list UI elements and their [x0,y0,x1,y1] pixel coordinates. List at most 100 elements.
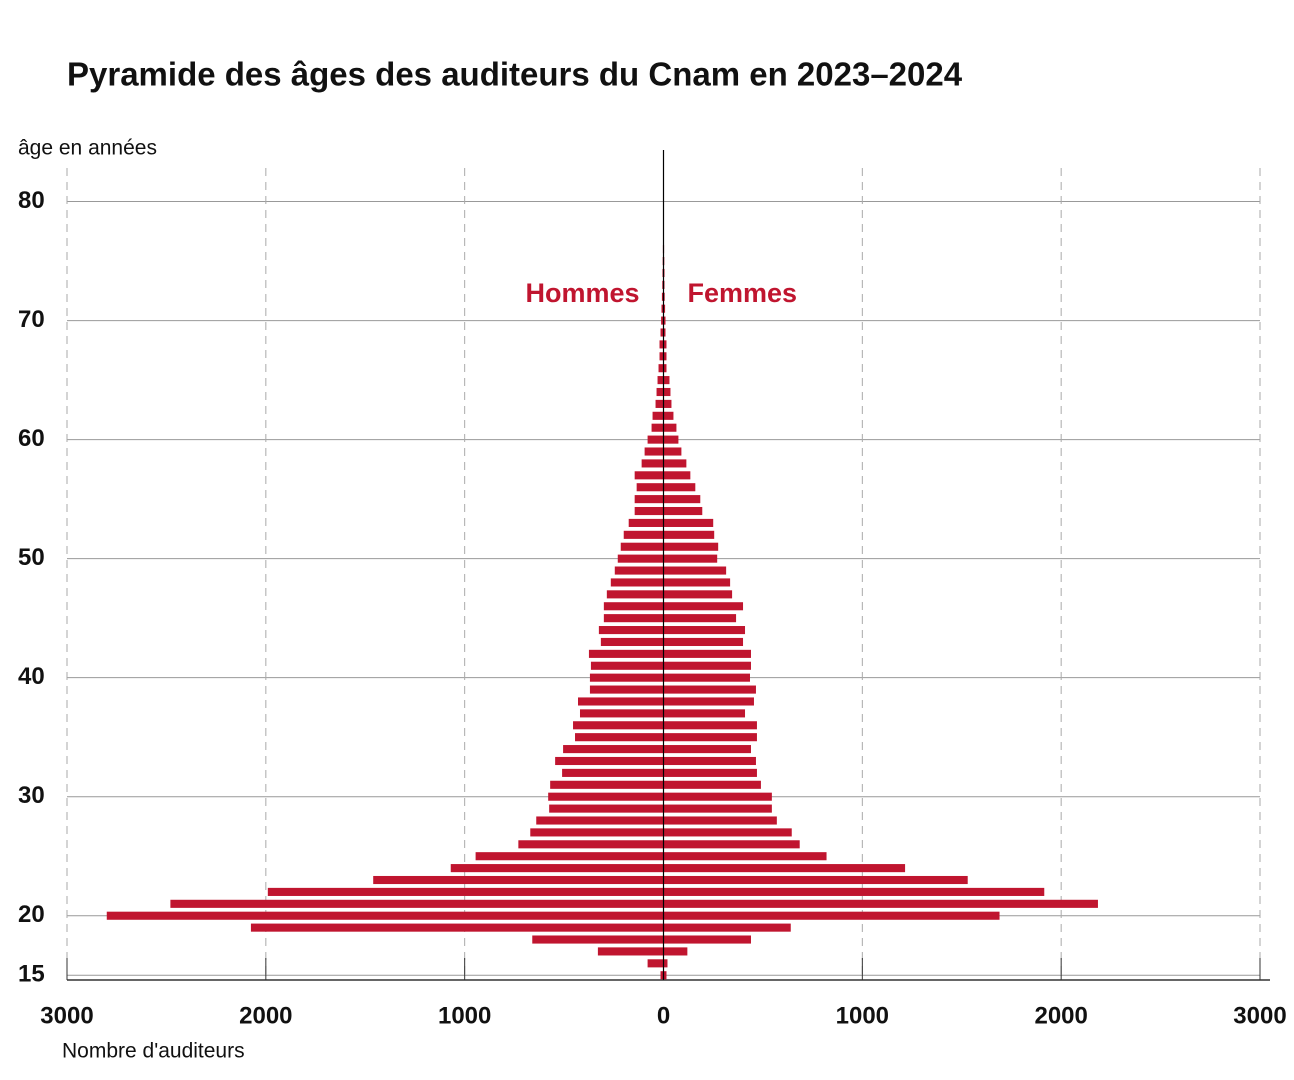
chart-title: Pyramide des âges des auditeurs du Cnam … [67,56,963,93]
bar [663,566,727,575]
bar [663,661,751,670]
bar [663,626,746,635]
bar [610,578,664,587]
bar [663,554,718,563]
bar [663,852,827,861]
bar [663,399,672,408]
bar [663,364,667,373]
bar [663,733,757,742]
bar [661,304,664,313]
bar [663,387,671,397]
bar [475,852,664,861]
y-tick-label: 50 [18,544,45,571]
bar [518,840,664,849]
y-tick-label: 80 [18,187,45,214]
bar [663,590,733,599]
bar [663,804,772,813]
bar [663,340,667,349]
x-axis-label: Nombre d'auditeurs [62,1040,245,1063]
bar [549,804,664,813]
bar [267,887,664,896]
bar [373,875,664,885]
bar [663,518,714,527]
bar [623,530,664,539]
bar [663,816,777,825]
bar [597,947,664,956]
bar [663,911,1000,920]
bar [250,923,664,932]
x-tick-label: 0 [657,1002,670,1029]
x-tick-label: 3000 [1233,1002,1286,1029]
bar [663,530,715,539]
bar [617,554,664,563]
bar [663,899,1098,908]
bar [663,709,746,718]
bar [575,733,664,742]
bar [536,816,664,825]
bar [661,292,664,301]
bar [663,352,667,361]
bar [663,864,906,873]
bar [663,316,666,325]
bar [663,411,674,420]
bar [628,518,664,527]
bar [663,792,772,801]
bar [663,506,703,516]
bar [663,685,756,694]
bar [659,352,664,361]
bar [589,673,664,682]
bar [663,459,687,468]
y-tick-label: 70 [18,306,45,333]
bar [663,673,750,682]
x-tick-label: 2000 [1034,1002,1087,1029]
bar [656,387,664,397]
bar [663,649,751,658]
bar [579,709,664,718]
bar [663,828,792,837]
bar [588,649,664,658]
bar [620,542,664,551]
bar [659,340,664,349]
bar [663,376,670,385]
bar [530,828,664,837]
bar [663,602,744,611]
bar [634,506,664,516]
bar [663,637,744,647]
bar [663,304,666,313]
bar [573,721,664,730]
bar [663,578,731,587]
bar [663,840,800,849]
bar [652,411,664,420]
bar [663,423,677,432]
bar [663,745,751,754]
bar [663,947,688,956]
bar [661,316,664,325]
bar [644,447,664,456]
bar [563,745,664,754]
bar [590,661,664,670]
bar [550,780,664,789]
bar [663,542,719,551]
bar [634,471,664,480]
bar [657,376,664,385]
bar [663,721,757,730]
bar [663,756,756,766]
bar [548,792,664,801]
bar [663,435,679,444]
bar [663,887,1045,896]
x-tick-label: 2000 [239,1002,292,1029]
bar [598,626,664,635]
bar [663,471,691,480]
x-tick-label: 1000 [836,1002,889,1029]
bar [663,328,666,337]
bar [663,768,757,777]
x-tick-label: 1000 [438,1002,491,1029]
x-tick-label: 3000 [40,1002,93,1029]
legend-label: Hommes [525,278,639,308]
bar [450,864,664,873]
bar [532,935,664,944]
y-tick-label: 60 [18,425,45,452]
bar [614,566,664,575]
y-axis-label: âge en années [18,137,157,160]
